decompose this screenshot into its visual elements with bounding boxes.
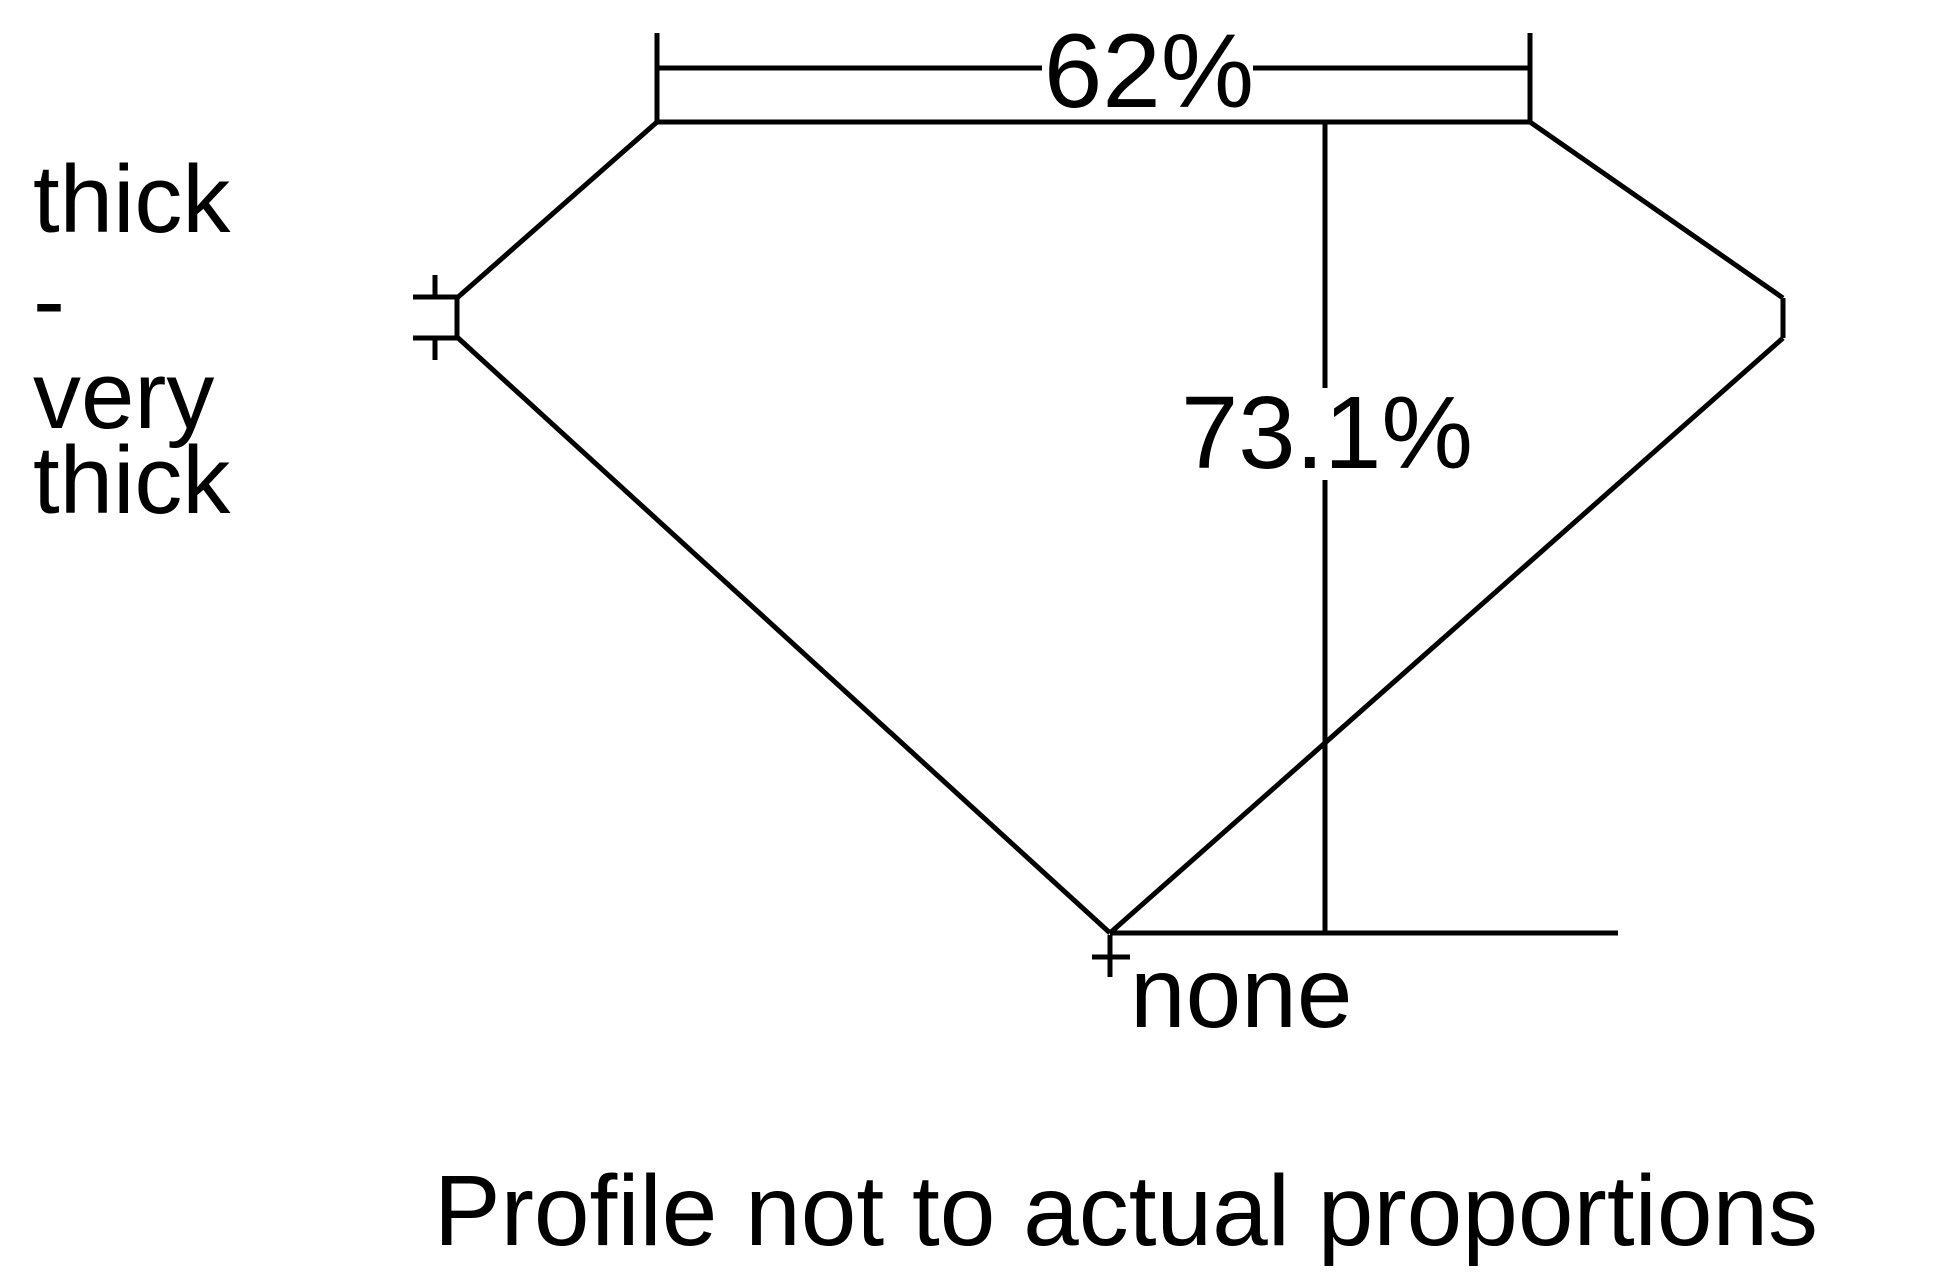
girdle-label-line-3: very xyxy=(33,342,214,449)
culet-label: none xyxy=(1130,937,1352,1049)
girdle-label-line-4: thick xyxy=(33,427,231,534)
pavilion-right-line xyxy=(1108,336,1785,935)
girdle-label-line-1: thick xyxy=(33,146,231,253)
pavilion-left-line xyxy=(455,335,1112,935)
table-percentage-label: 62% xyxy=(1044,13,1254,130)
depth-percentage-label: 73.1% xyxy=(1181,375,1473,490)
caption-text: Profile not to actual proportions xyxy=(434,1155,1818,1267)
crown-left-line xyxy=(455,120,659,300)
crown-right-line xyxy=(1528,119,1785,301)
girdle-label-line-2: - xyxy=(33,247,65,354)
